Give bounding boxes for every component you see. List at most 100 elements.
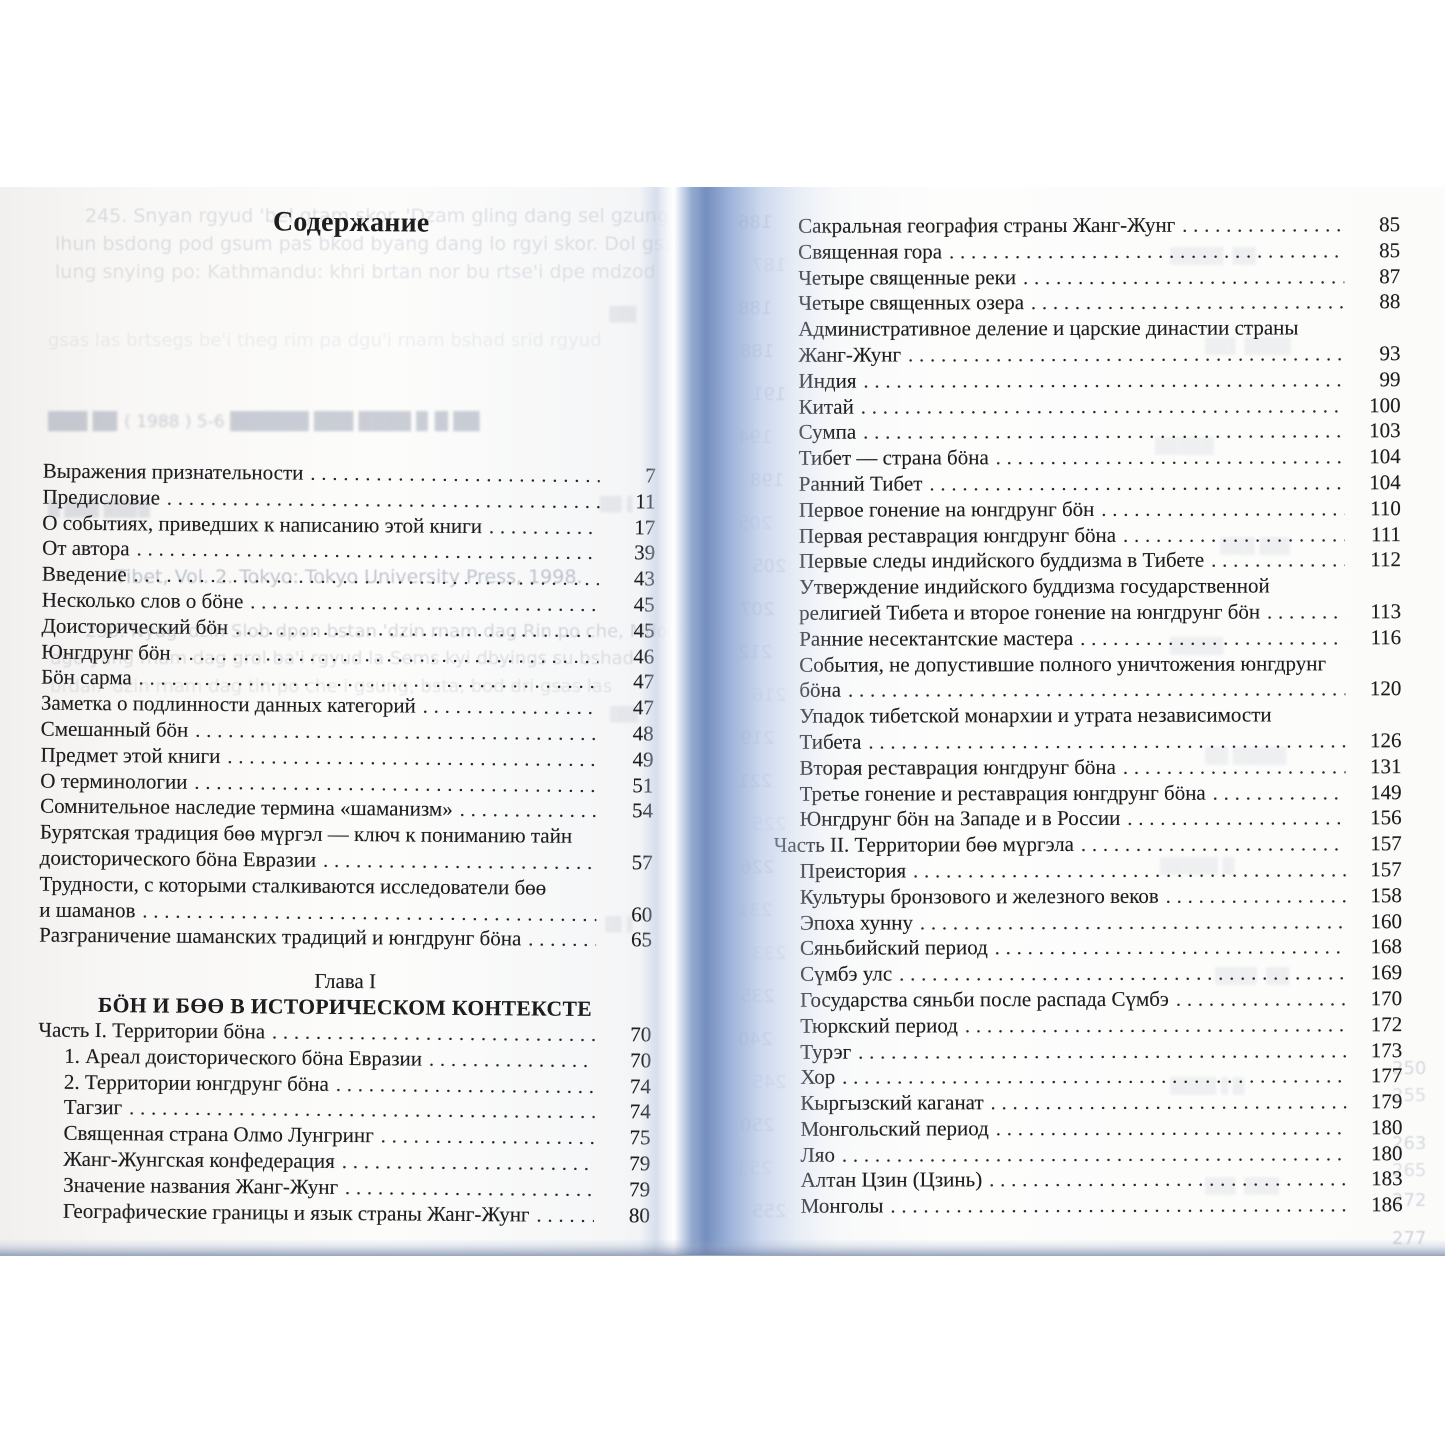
toc-entry-text: События, не допустившие полного уничтоже… — [799, 650, 1327, 677]
toc-entry: Географические границы и язык страны Жан… — [37, 1198, 650, 1229]
toc-entry-text: Ранний Тибет — [798, 471, 923, 496]
toc-entry-text: Трудности, с которыми сталкиваются иссле… — [39, 871, 547, 900]
toc-entry: Жанг-Жунг 93 — [772, 341, 1400, 368]
dot-leader — [929, 470, 1344, 498]
dot-leader — [899, 960, 1346, 988]
dot-leader — [429, 1046, 595, 1074]
toc-entry: Культуры бронзового и железного веков 158 — [774, 883, 1402, 910]
page-number: 169 — [1370, 960, 1403, 985]
page-number: 186 — [1371, 1192, 1403, 1217]
toc-entry-text: бöна — [799, 677, 842, 703]
toc-entry: Преистория 157 — [774, 857, 1402, 884]
page-number: 87 — [1379, 263, 1401, 288]
toc-entry-text: Ляо — [800, 1142, 835, 1167]
page-number: 158 — [1370, 882, 1402, 907]
page-number: 80 — [628, 1202, 651, 1227]
toc-entry-text: Четыре священные реки — [798, 264, 1017, 290]
chapter-heading-block: Глава I БÖН И БӨӨ В ИСТОРИЧЕСКОМ КОНТЕКС… — [38, 967, 651, 1024]
dot-leader — [235, 615, 599, 645]
toc-entry-text: Четыре священных озера — [798, 290, 1025, 316]
page-number: 93 — [1379, 341, 1401, 366]
dot-leader — [336, 1072, 595, 1101]
dot-leader — [1023, 264, 1344, 292]
page-number: 54 — [632, 798, 654, 823]
toc-entry-text: Упадок тибетской монархии и утрата незав… — [799, 702, 1272, 728]
page-number: 75 — [629, 1125, 651, 1150]
dot-leader — [1166, 883, 1346, 910]
toc-entry: Священная гора 85 — [772, 238, 1400, 265]
toc-entry: бöна 120 — [773, 676, 1401, 703]
toc-entry: Упадок тибетской монархии и утрата незав… — [773, 702, 1401, 729]
dot-leader — [272, 1019, 595, 1048]
toc-entry: Юнгдрунг бöн на Западе и в России 156 — [774, 805, 1402, 832]
toc-entry-text: и шаманов — [39, 897, 136, 922]
page-number: 116 — [1370, 624, 1402, 649]
toc-entry-text: 2. Территории юнгдрунг бöна — [63, 1069, 330, 1096]
dot-leader — [1176, 986, 1346, 1013]
toc-entry: Сумпа 103 — [773, 419, 1401, 446]
dot-leader — [996, 444, 1345, 472]
dot-leader — [965, 1012, 1346, 1040]
page-number: 85 — [1379, 237, 1401, 262]
page-number: 170 — [1370, 986, 1403, 1011]
toc-entry-text: Первая реставрация юнгдрунг бöна — [798, 522, 1117, 548]
toc-entry-text: Священная гора — [798, 239, 943, 264]
toc-entry-text: Административное деление и царские динас… — [798, 315, 1299, 341]
page-number: 70 — [630, 1048, 652, 1073]
toc-entry-text: Предисловие — [42, 484, 161, 510]
page-number: 100 — [1369, 392, 1401, 417]
toc-entry: Часть II. Территории бөө мүргэла 157 — [774, 831, 1402, 858]
toc-entry-text: Жанг-Жунгская конфедерация — [63, 1146, 335, 1173]
dot-leader — [989, 1167, 1346, 1195]
left-page: 245. Snyan rgyud 'bel gtam skor. 'Dzam g… — [0, 187, 700, 1256]
toc-entry: Первые следы индийского буддизма в Тибет… — [773, 548, 1401, 575]
dot-leader — [323, 848, 597, 877]
toc-entry-text: Доисторический бöн — [41, 613, 229, 639]
toc-entry-text: Юнгдрунг бöн на Западе и в России — [799, 806, 1121, 832]
toc-entry-text: Тибет — страна бöна — [798, 445, 989, 470]
dot-leader — [1123, 522, 1345, 549]
toc-entry-text: Тибета — [799, 729, 862, 754]
toc-entry-text: Государства сяньби после распада Сүмбэ — [800, 986, 1169, 1012]
page-number: 57 — [631, 850, 653, 875]
dot-leader — [842, 1141, 1347, 1169]
dot-leader — [423, 694, 598, 722]
dot-leader — [863, 367, 1344, 395]
dot-leader — [489, 514, 599, 542]
page-number: 60 — [631, 901, 653, 926]
page-number: 85 — [1379, 212, 1401, 237]
dot-leader — [528, 927, 596, 954]
page-number: 177 — [1370, 1063, 1403, 1088]
page-number: 113 — [1370, 599, 1402, 624]
toc-entry-text: Тагзиг — [63, 1095, 123, 1120]
page-number: 156 — [1370, 805, 1402, 830]
toc-entry-text: Эпоха хунну — [799, 909, 914, 935]
right-page: 186 187 188 188 191 194 198 205 205 207 212 216 219 2… — [700, 187, 1445, 1256]
toc-entry: Разграничение шаманских традиций и юнгдр… — [39, 923, 652, 954]
page-number: 111 — [1370, 521, 1401, 546]
toc-entry-text: Сяньбийский период — [799, 935, 988, 961]
dot-leader — [381, 1123, 595, 1151]
toc-entry-text: Первые следы индийского буддизма в Тибет… — [798, 548, 1205, 574]
toc-entry: Первое гонение на юнгдрунг бöн 110 — [773, 496, 1401, 523]
dot-leader — [996, 1115, 1347, 1143]
page-number: 157 — [1370, 857, 1402, 882]
toc-entry: Монголы 186 — [775, 1192, 1403, 1219]
dot-leader — [536, 1202, 594, 1229]
toc-list-right: Сакральная география страны Жанг-Жунг85С… — [772, 212, 1403, 1220]
toc-entry-text: Заметка о подлинности данных категорий — [40, 690, 416, 718]
page-number: 46 — [633, 643, 655, 668]
page-number: 172 — [1370, 1011, 1403, 1036]
toc-entry: Третье гонение и реставрация юнгдрунг бö… — [774, 780, 1402, 807]
page-number: 168 — [1370, 934, 1403, 959]
page-number: 39 — [634, 540, 656, 565]
toc-entry: Индия 99 — [772, 367, 1400, 394]
toc-entry-text: Сүмбэ улс — [800, 961, 893, 986]
toc-entry-text: 1. Ареал доисторического бöна Евразии — [64, 1043, 423, 1071]
toc-entry: Утверждение индийского буддизма государс… — [773, 573, 1401, 600]
toc-entry-text: Индия — [798, 368, 857, 393]
toc-entry: Кыргызский каганат 179 — [774, 1089, 1402, 1116]
toc-entry-text: Географические границы и язык страны Жан… — [62, 1198, 530, 1227]
page-number: 45 — [633, 592, 655, 617]
dot-leader — [858, 1038, 1346, 1066]
